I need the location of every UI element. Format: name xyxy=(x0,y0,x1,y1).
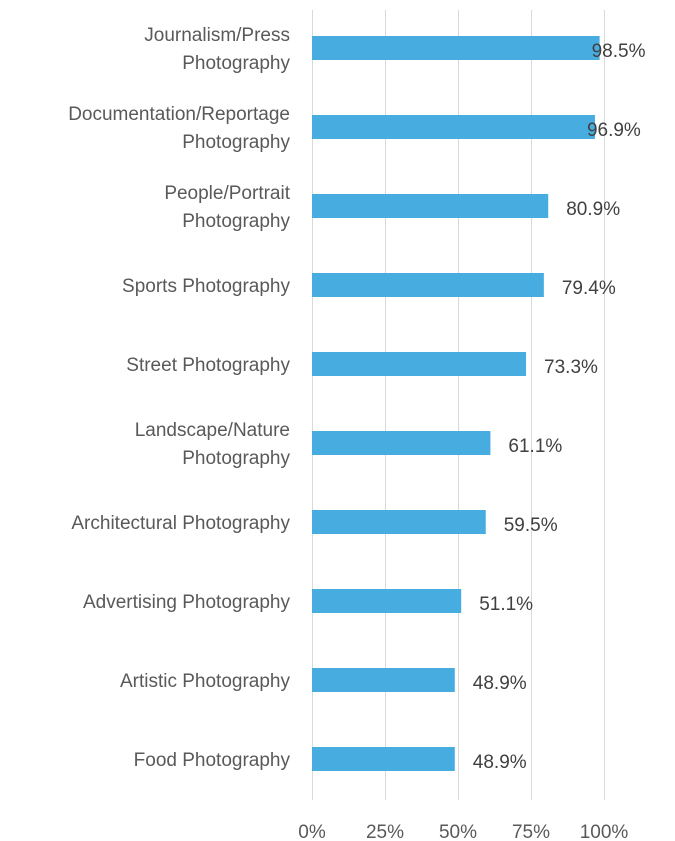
bar xyxy=(312,352,527,376)
bar xyxy=(312,668,455,692)
bar xyxy=(312,36,600,60)
category-label: Sports Photography xyxy=(122,276,290,297)
category-labels: Journalism/Press Photography Documentation… xyxy=(68,25,291,771)
value-labels: 98.5% 96.9% 80.9% 79.4% 73.3% 61.1% 59.5% 51.1%… xyxy=(473,41,646,773)
bar xyxy=(312,589,462,613)
x-tick-label: 100% xyxy=(580,822,629,841)
value-label: 79.4% xyxy=(562,278,616,299)
bar xyxy=(312,115,595,139)
category-label: People/Portrait Photography xyxy=(164,183,290,232)
value-label: 59.5% xyxy=(504,515,558,536)
category-label: Artistic Photography xyxy=(120,671,291,692)
value-label: 51.1% xyxy=(479,594,533,615)
category-label: Journalism/Press Photography xyxy=(144,25,290,74)
category-label: Documentation/Reportage Photography xyxy=(68,104,290,153)
x-tick-label: 50% xyxy=(439,822,477,841)
category-label: Street Photography xyxy=(126,355,290,376)
x-tick-label: 25% xyxy=(366,822,404,841)
category-label: Advertising Photography xyxy=(83,592,291,613)
value-label: 48.9% xyxy=(473,673,527,694)
bar xyxy=(312,431,491,455)
category-label: Architectural Photography xyxy=(71,513,290,534)
bar xyxy=(312,510,486,534)
value-label: 73.3% xyxy=(544,357,598,378)
value-label: 61.1% xyxy=(508,436,562,457)
x-tick-label: 75% xyxy=(512,822,550,841)
value-label: 96.9% xyxy=(587,120,641,141)
bars xyxy=(312,36,600,771)
value-label: 98.5% xyxy=(592,41,646,62)
category-label: Food Photography xyxy=(134,750,291,771)
value-label: 48.9% xyxy=(473,752,527,773)
bar xyxy=(312,747,455,771)
x-tick-label: 0% xyxy=(298,822,326,841)
bar xyxy=(312,273,544,297)
category-label: Landscape/Nature Photography xyxy=(135,420,291,469)
bar xyxy=(312,194,549,218)
x-axis-tick-labels: 0% 25% 50% 75% 100% xyxy=(298,822,628,841)
value-label: 80.9% xyxy=(566,199,620,220)
